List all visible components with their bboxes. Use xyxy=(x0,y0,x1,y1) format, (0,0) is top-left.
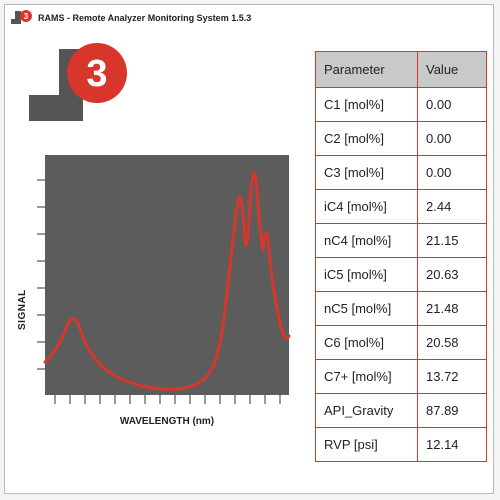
value-cell: 0.00 xyxy=(417,121,487,156)
value-cell: 20.58 xyxy=(417,325,487,360)
table-row: nC4 [mol%] 21.15 xyxy=(315,223,487,258)
param-cell: C1 [mol%] xyxy=(315,87,418,122)
window-title: RAMS - Remote Analyzer Monitoring System… xyxy=(38,13,252,23)
value-cell: 20.63 xyxy=(417,257,487,292)
table-row: C7+ [mol%] 13.72 xyxy=(315,359,487,394)
value-cell: 87.89 xyxy=(417,393,487,428)
param-cell: iC5 [mol%] xyxy=(315,257,418,292)
value-cell: 0.00 xyxy=(417,87,487,122)
spectrum-plot xyxy=(37,155,291,404)
parameters-table: Parameter Value C1 [mol%] 0.00 C2 [mol%]… xyxy=(315,51,487,462)
table-row: C6 [mol%] 20.58 xyxy=(315,325,487,360)
app-window: 3 RAMS - Remote Analyzer Monitoring Syst… xyxy=(4,4,494,494)
table-row: nC5 [mol%] 21.48 xyxy=(315,291,487,326)
param-cell: nC4 [mol%] xyxy=(315,223,418,258)
param-cell: RVP [psi] xyxy=(315,427,418,462)
param-cell: API_Gravity xyxy=(315,393,418,428)
table-header-row: Parameter Value xyxy=(315,51,487,88)
table-row: iC5 [mol%] 20.63 xyxy=(315,257,487,292)
table-row: C1 [mol%] 0.00 xyxy=(315,87,487,122)
y-ticks xyxy=(37,179,45,370)
value-cell: 12.14 xyxy=(417,427,487,462)
svg-text:3: 3 xyxy=(24,12,29,21)
param-cell: nC5 [mol%] xyxy=(315,291,418,326)
spectrum-line xyxy=(43,171,291,391)
x-axis-label: WAVELENGTH (nm) xyxy=(119,416,215,427)
table-row: iC4 [mol%] 2.44 xyxy=(315,189,487,224)
param-cell: C7+ [mol%] xyxy=(315,359,418,394)
table-row: C2 [mol%] 0.00 xyxy=(315,121,487,156)
table-row: C3 [mol%] 0.00 xyxy=(315,155,487,190)
param-cell: C2 [mol%] xyxy=(315,121,418,156)
param-cell: C6 [mol%] xyxy=(315,325,418,360)
value-cell: 2.44 xyxy=(417,189,487,224)
y-axis-label: SIGNAL xyxy=(17,289,28,331)
spectrum-chart: SIGNAL WAVELENGTH (nm) xyxy=(15,150,297,450)
title-bar: 3 RAMS - Remote Analyzer Monitoring Syst… xyxy=(5,5,493,31)
value-cell: 21.48 xyxy=(417,291,487,326)
param-cell: iC4 [mol%] xyxy=(315,189,418,224)
table-row: API_Gravity 87.89 xyxy=(315,393,487,428)
header-value: Value xyxy=(417,51,487,88)
value-cell: 0.00 xyxy=(417,155,487,190)
table-row: RVP [psi] 12.14 xyxy=(315,427,487,462)
logo-superscript: 3 xyxy=(86,53,107,95)
value-cell: 13.72 xyxy=(417,359,487,394)
j3-logo-icon: 3 xyxy=(11,10,32,24)
x-ticks xyxy=(54,395,281,404)
value-cell: 21.15 xyxy=(417,223,487,258)
param-cell: C3 [mol%] xyxy=(315,155,418,190)
header-parameter: Parameter xyxy=(315,51,418,88)
j3-logo: 3 xyxy=(29,43,127,121)
plot-area xyxy=(45,155,289,395)
